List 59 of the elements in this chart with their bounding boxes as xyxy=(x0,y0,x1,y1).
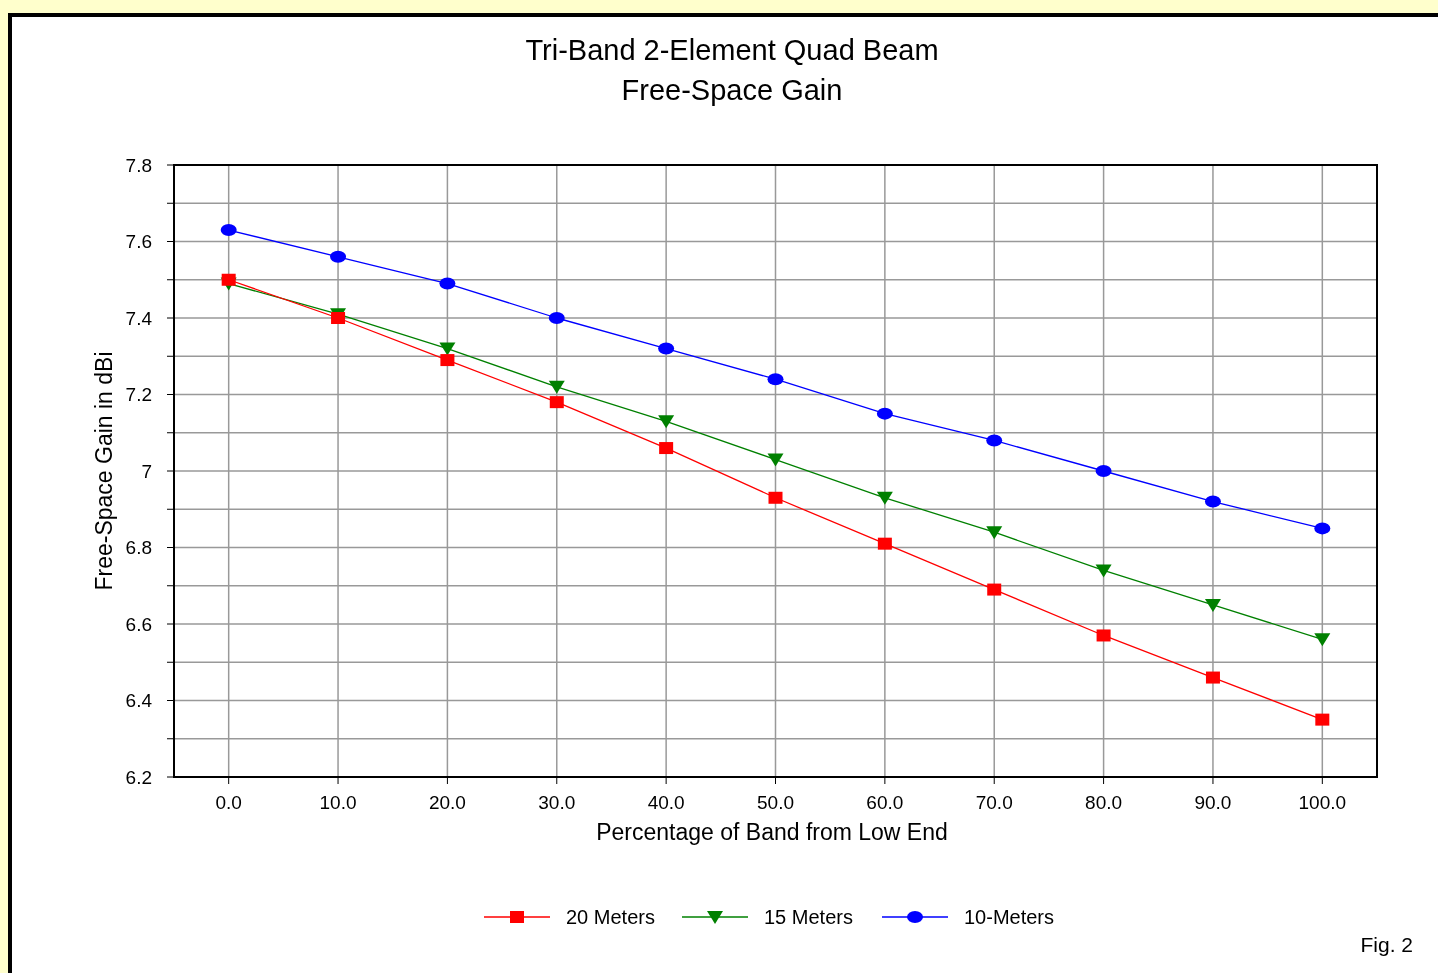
point xyxy=(986,434,1003,447)
caption: Fig. 2 xyxy=(1360,933,1413,956)
point xyxy=(1204,598,1221,612)
x-tick-label: 80.0 xyxy=(1085,792,1123,813)
point xyxy=(877,537,892,550)
x-tick-label: 90.0 xyxy=(1194,792,1232,813)
point xyxy=(1314,522,1331,535)
point xyxy=(658,415,675,429)
point xyxy=(548,380,565,394)
x-tick-label: 0.0 xyxy=(215,792,242,813)
point xyxy=(1204,495,1221,508)
x-tick-label: 50.0 xyxy=(757,792,794,813)
y-tick-label: 6.8 xyxy=(125,537,152,559)
point xyxy=(221,273,236,286)
point xyxy=(439,342,456,356)
y-tick-label: 7 xyxy=(141,460,152,482)
point xyxy=(549,396,564,409)
point xyxy=(439,277,456,290)
point xyxy=(1205,671,1220,684)
point xyxy=(331,312,346,324)
x-tick-label: 20.0 xyxy=(428,792,466,813)
point xyxy=(658,342,675,355)
point xyxy=(986,526,1003,540)
chart-title: Tri-Band 2-Element Quad Beam xyxy=(525,34,939,66)
point xyxy=(1096,629,1111,642)
x-tick-label: 70.0 xyxy=(975,792,1013,813)
point xyxy=(876,491,893,505)
x-axis-title: Percentage of Band from Low End xyxy=(596,819,948,845)
point xyxy=(659,442,674,455)
y-tick-label: 7.6 xyxy=(125,231,152,253)
y-axis-title: Free-Space Gain in dBi xyxy=(91,351,117,591)
x-tick-label: 100.0 xyxy=(1298,792,1347,813)
y-tick-label: 7.8 xyxy=(125,154,152,176)
point xyxy=(767,453,784,467)
x-tick-label: 40.0 xyxy=(647,792,685,813)
point xyxy=(767,373,784,386)
point xyxy=(987,583,1002,596)
point xyxy=(1314,633,1331,647)
point xyxy=(1095,465,1112,477)
legend-label: 10-Meters xyxy=(964,906,1055,928)
x-tick-label: 10.0 xyxy=(319,792,357,813)
y-tick-label: 6.6 xyxy=(125,613,152,635)
chart-subtitle: Free-Space Gain xyxy=(621,74,843,106)
legend-label: 20 Meters xyxy=(566,906,655,928)
y-tick-label: 7.2 xyxy=(125,384,152,406)
y-tick-label: 7.4 xyxy=(125,307,153,329)
point xyxy=(876,407,893,420)
x-tick-label: 60.0 xyxy=(866,792,904,813)
point xyxy=(768,491,783,504)
y-tick-label: 6.4 xyxy=(125,690,153,712)
y-tick-label: 6.2 xyxy=(125,766,152,788)
legend-label: 15 Meters xyxy=(764,906,853,928)
point xyxy=(440,354,455,367)
point xyxy=(1315,713,1330,726)
point xyxy=(548,312,565,324)
x-tick-label: 30.0 xyxy=(538,792,576,813)
point xyxy=(330,250,347,263)
point xyxy=(1095,564,1112,578)
point xyxy=(220,224,237,237)
